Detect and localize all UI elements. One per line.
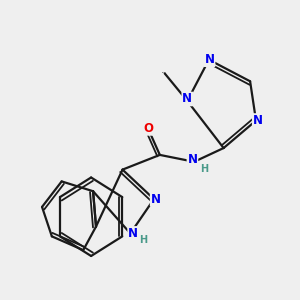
Text: N: N (253, 114, 263, 127)
Text: O: O (143, 122, 153, 135)
Text: H: H (140, 236, 148, 245)
Text: N: N (205, 53, 214, 66)
Text: N: N (128, 227, 138, 240)
Text: H: H (200, 164, 208, 174)
Text: N: N (151, 193, 161, 206)
Text: N: N (182, 92, 192, 106)
Text: methyl: methyl (162, 72, 167, 73)
Text: N: N (188, 153, 197, 166)
